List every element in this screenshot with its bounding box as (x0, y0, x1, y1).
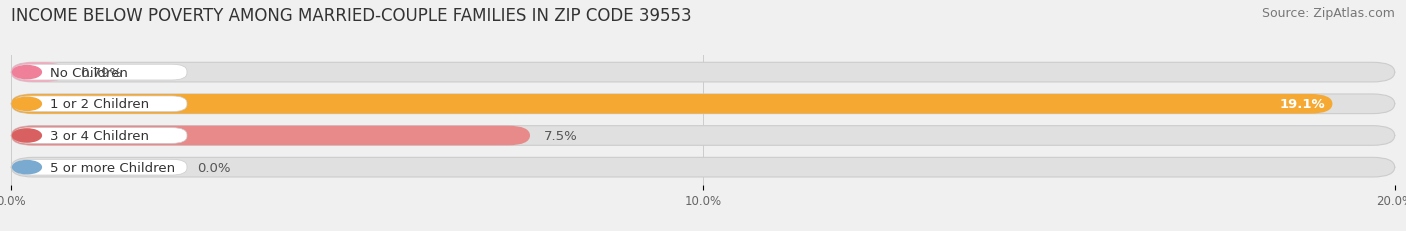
Text: No Children: No Children (51, 66, 128, 79)
FancyBboxPatch shape (14, 97, 187, 112)
FancyBboxPatch shape (11, 158, 1395, 177)
FancyBboxPatch shape (14, 65, 187, 81)
FancyBboxPatch shape (11, 63, 66, 82)
Text: 0.0%: 0.0% (197, 161, 231, 174)
Text: Source: ZipAtlas.com: Source: ZipAtlas.com (1261, 7, 1395, 20)
Circle shape (13, 161, 41, 174)
FancyBboxPatch shape (14, 128, 187, 144)
Circle shape (13, 129, 41, 143)
FancyBboxPatch shape (11, 94, 1395, 114)
Text: 3 or 4 Children: 3 or 4 Children (51, 129, 149, 142)
Circle shape (13, 66, 41, 79)
Text: 5 or more Children: 5 or more Children (51, 161, 176, 174)
Text: 1 or 2 Children: 1 or 2 Children (51, 98, 149, 111)
Circle shape (13, 98, 41, 111)
FancyBboxPatch shape (11, 126, 1395, 146)
Text: INCOME BELOW POVERTY AMONG MARRIED-COUPLE FAMILIES IN ZIP CODE 39553: INCOME BELOW POVERTY AMONG MARRIED-COUPL… (11, 7, 692, 25)
FancyBboxPatch shape (11, 63, 1395, 82)
FancyBboxPatch shape (11, 126, 530, 146)
FancyBboxPatch shape (11, 94, 1333, 114)
Text: 7.5%: 7.5% (544, 129, 578, 142)
Text: 19.1%: 19.1% (1279, 98, 1326, 111)
Text: 0.79%: 0.79% (80, 66, 122, 79)
FancyBboxPatch shape (14, 160, 187, 175)
